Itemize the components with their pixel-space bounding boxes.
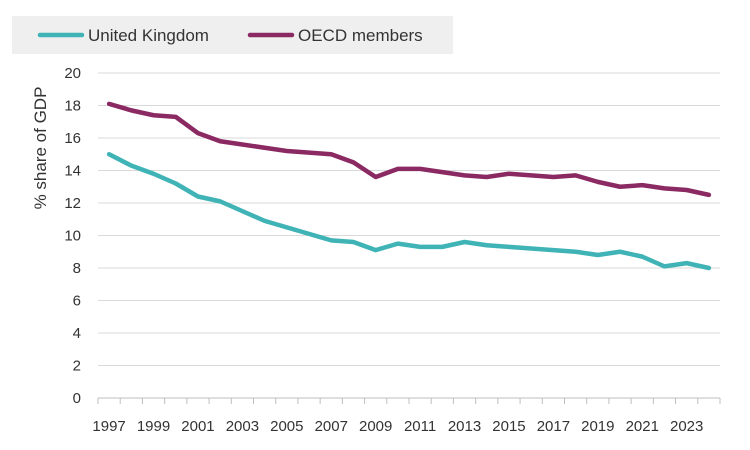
y-tick-label: 12 [64, 195, 81, 212]
x-tick-label: 2005 [270, 418, 303, 435]
y-axis: 0 2 4 6 8 10 12 14 16 18 20 [64, 65, 81, 407]
legend: United Kingdom OECD members [12, 16, 453, 54]
x-tick-label: 2013 [448, 418, 481, 435]
series-group [106, 101, 712, 271]
y-tick-label: 6 [73, 293, 81, 310]
y-axis-label: % share of GDP [31, 87, 50, 210]
y-tick-label: 20 [64, 65, 81, 82]
legend-label: OECD members [298, 26, 423, 45]
y-tick-label: 18 [64, 98, 81, 115]
x-tick-label: 2019 [581, 418, 614, 435]
y-tick-label: 16 [64, 130, 81, 147]
x-tick-label: 1997 [92, 418, 125, 435]
x-tick-label: 2017 [537, 418, 570, 435]
y-tick-label: 14 [64, 163, 81, 180]
x-tick-label: 2003 [226, 418, 259, 435]
legend-background [12, 16, 453, 54]
x-tick-label: 2023 [670, 418, 703, 435]
y-tick-label: 2 [73, 358, 81, 375]
x-tick-label: 2011 [404, 418, 436, 435]
series-line-oecd-members [106, 101, 712, 198]
x-tick-label: 2009 [359, 418, 392, 435]
gridlines [98, 72, 720, 366]
y-tick-label: 0 [73, 390, 81, 407]
x-tick-label: 2007 [315, 418, 348, 435]
x-tick-label: 1999 [137, 418, 170, 435]
x-tick-label: 2015 [492, 418, 525, 435]
series-line-united-kingdom [106, 152, 712, 271]
x-axis: 1997 1999 2001 2003 2005 2007 2009 2011 2013 2015… [92, 397, 721, 435]
y-tick-label: 4 [73, 325, 81, 342]
y-tick-label: 10 [64, 228, 81, 245]
x-tick-label: 2021 [626, 418, 659, 435]
x-tick-label: 2001 [181, 418, 214, 435]
y-tick-label: 8 [73, 260, 81, 277]
legend-label: United Kingdom [88, 26, 209, 45]
